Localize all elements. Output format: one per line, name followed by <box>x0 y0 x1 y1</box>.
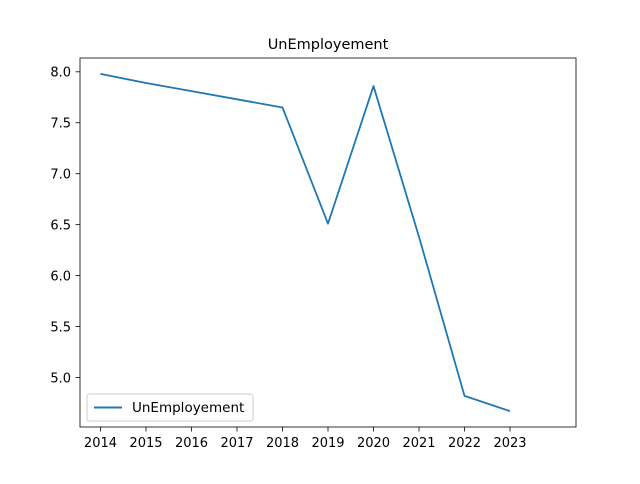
y-tick-label: 5.5 <box>50 320 71 335</box>
x-tick-label: 2019 <box>311 436 344 451</box>
y-tick-label: 6.5 <box>50 218 71 233</box>
legend-label: UnEmployement <box>132 400 244 416</box>
y-tick-label: 8.0 <box>50 66 71 81</box>
y-axis: 5.0 5.5 6.0 6.5 7.0 7.5 8.0 <box>50 66 80 386</box>
x-tick-label: 2016 <box>175 436 208 451</box>
legend-box <box>86 393 254 422</box>
x-tick-label: 2015 <box>129 436 162 451</box>
x-tick-label: 2023 <box>493 436 526 451</box>
x-tick-label: 2021 <box>402 436 435 451</box>
y-tick-label: 5.0 <box>50 371 71 386</box>
x-axis: 2014 2015 2016 2017 2018 2019 2020 2021 2022 2023 <box>84 427 527 451</box>
series-layer <box>100 72 511 413</box>
chart-title: UnEmployement <box>268 37 389 53</box>
x-tick-label: 2022 <box>448 436 481 451</box>
x-tick-label: 2017 <box>220 436 253 451</box>
y-tick-label: 6.0 <box>50 269 71 284</box>
y-tick-label: 7.0 <box>50 168 71 183</box>
y-tick-label: 7.5 <box>50 117 71 132</box>
series-line-0 <box>100 72 511 413</box>
x-tick-label: 2014 <box>84 436 117 451</box>
legend: UnEmployement <box>86 393 254 422</box>
x-tick-label: 2020 <box>357 436 390 451</box>
x-tick-label: 2018 <box>266 436 299 451</box>
